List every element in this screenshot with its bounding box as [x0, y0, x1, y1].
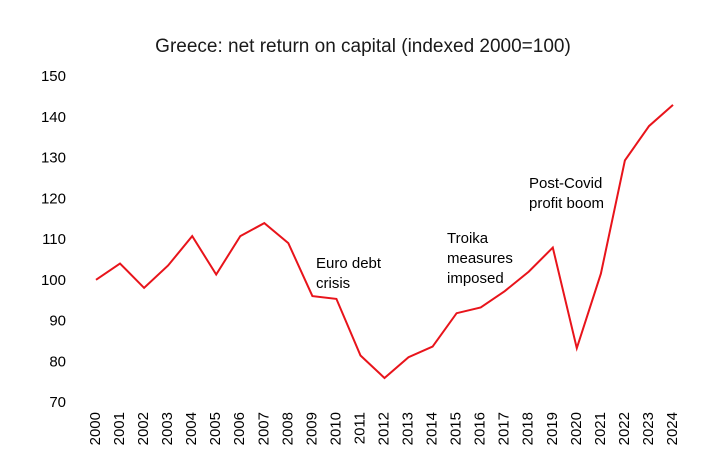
y-tick-label: 100	[41, 272, 66, 289]
x-axis: 2000 2001 2002 2003 2004 2005 2006 2007 2008 2009…	[87, 412, 681, 445]
y-tick-label: 80	[49, 353, 66, 370]
x-tick-label: 2017	[496, 412, 513, 445]
x-tick-label: 2012	[375, 412, 392, 445]
y-tick-label: 70	[49, 394, 66, 411]
x-tick-label: 2009	[303, 412, 320, 445]
x-tick-label: 2015	[448, 412, 465, 445]
annotation-troika-measures: Troika measures imposed	[447, 230, 517, 287]
y-tick-label: 110	[42, 231, 66, 248]
x-tick-label: 2024	[664, 412, 681, 445]
x-tick-label: 2022	[616, 412, 633, 445]
y-tick-label: 150	[41, 68, 66, 85]
annotation-euro-debt-crisis: Euro debt crisis	[316, 255, 385, 292]
series-line	[95, 104, 674, 380]
x-tick-label: 2023	[640, 412, 657, 445]
x-tick-label: 2003	[159, 412, 176, 445]
y-tick-label: 120	[41, 190, 66, 207]
x-tick-label: 2002	[135, 412, 152, 445]
x-tick-label: 2010	[327, 412, 344, 445]
x-tick-label: 2020	[568, 412, 585, 445]
x-tick-label: 2013	[400, 412, 417, 445]
x-tick-label: 2005	[207, 412, 224, 445]
chart-title: Greece: net return on capital (indexed 2…	[155, 36, 571, 57]
x-tick-label: 2021	[592, 412, 609, 445]
y-tick-label: 130	[41, 150, 66, 167]
x-tick-label: 2018	[520, 412, 537, 445]
x-tick-label: 2006	[231, 412, 248, 445]
x-tick-label: 2001	[111, 412, 128, 445]
x-tick-label: 2014	[424, 412, 441, 445]
y-axis: 70 80 90 100 110 120 130 140 150	[41, 68, 66, 411]
y-tick-label: 90	[49, 313, 66, 330]
x-tick-label: 2008	[279, 412, 296, 445]
x-tick-label: 2011	[351, 412, 368, 444]
annotation-post-covid-boom: Post-Covid profit boom	[529, 175, 607, 212]
x-tick-label: 2007	[255, 412, 272, 445]
x-tick-label: 2000	[87, 412, 104, 445]
x-tick-label: 2004	[183, 412, 200, 445]
y-tick-label: 140	[41, 109, 66, 126]
x-tick-label: 2016	[472, 412, 489, 445]
x-tick-label: 2019	[544, 412, 561, 445]
